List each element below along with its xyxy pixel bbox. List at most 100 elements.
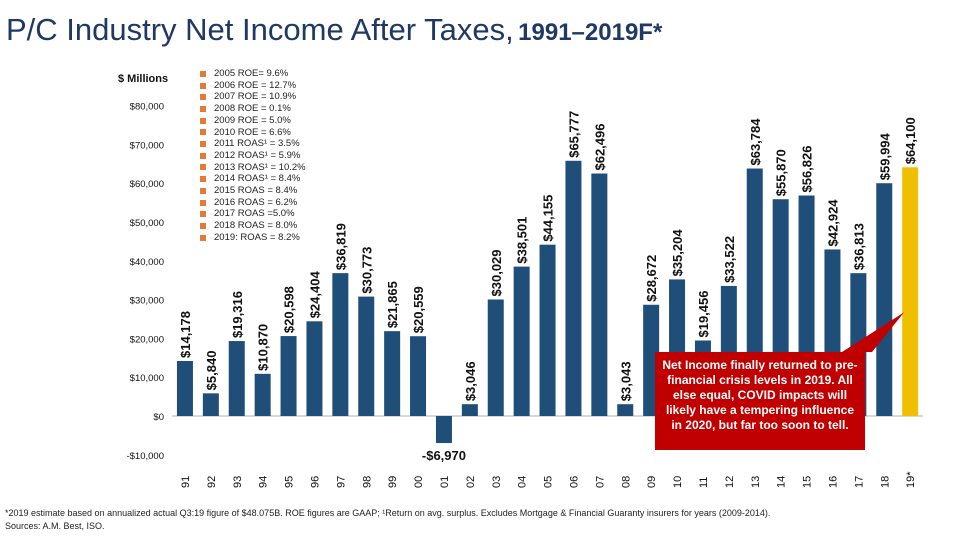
legend-item-label: 2014 ROAS¹ = 8.4%: [214, 173, 301, 185]
bar-92: [202, 393, 219, 416]
value-label: $14,178: [178, 311, 193, 358]
footnote-line-2: Sources: A.M. Best, ISO.: [5, 521, 105, 531]
legend-item: 2008 ROE = 0.1%: [200, 103, 306, 115]
value-label: $36,819: [333, 223, 348, 270]
chart-title: P/C Industry Net Income After Taxes, 199…: [6, 12, 662, 48]
legend-item: 2005 ROE= 9.6%: [200, 68, 306, 80]
x-tick-label: 06: [568, 476, 580, 488]
value-label: $19,316: [230, 291, 245, 338]
y-tick-label: -$10,000: [126, 451, 164, 462]
y-tick-label: $80,000: [130, 102, 164, 113]
value-label: $28,672: [644, 255, 659, 302]
value-label: $44,155: [541, 195, 556, 242]
value-label: $36,813: [851, 223, 866, 270]
x-tick-label: 15: [802, 476, 814, 488]
bar-97: [332, 273, 349, 416]
x-tick-label: 99: [387, 476, 399, 488]
callout-box: Net Income finally returned to pre-finan…: [655, 352, 865, 450]
legend-item: 2018 ROAS = 8.0%: [200, 220, 306, 232]
legend-marker: [200, 211, 206, 218]
legend-item-label: 2015 ROAS = 8.4%: [214, 185, 298, 197]
value-label: $59,994: [877, 132, 892, 180]
legend-item-label: 2017 ROAS =5.0%: [214, 208, 295, 220]
title-sub: 1991–2019F*: [518, 19, 663, 46]
legend-marker: [200, 199, 206, 206]
value-label: $20,559: [411, 286, 426, 333]
legend-item: 2011 ROAS¹ = 3.5%: [200, 138, 306, 150]
legend-item: 2007 ROE = 10.9%: [200, 91, 306, 103]
legend-marker: [200, 94, 206, 101]
y-tick-label: $10,000: [130, 373, 164, 384]
x-tick-label: 94: [258, 476, 270, 488]
bar-95: [280, 336, 297, 416]
roe-legend: 2005 ROE= 9.6% 2006 ROE = 12.7% 2007 ROE =…: [200, 68, 306, 244]
legend-marker: [200, 70, 206, 77]
legend-item-label: 2012 ROAS¹ = 5.9%: [214, 149, 301, 161]
bar-03: [487, 299, 504, 416]
legend-marker: [200, 82, 206, 89]
y-tick-label: $30,000: [130, 296, 164, 307]
title-main: P/C Industry Net Income After Taxes,: [6, 12, 514, 47]
legend-marker: [200, 164, 206, 171]
bar-94: [254, 373, 271, 416]
x-tick-label: 12: [724, 476, 736, 488]
legend-item: 2010 ROE = 6.6%: [200, 127, 306, 139]
value-label: $62,496: [592, 124, 607, 171]
x-tick-label: 08: [620, 476, 632, 488]
legend-item: 2012 ROAS¹ = 5.9%: [200, 150, 306, 162]
legend-item-label: 2018 ROAS = 8.0%: [214, 220, 298, 232]
legend-marker: [200, 105, 206, 112]
legend-marker: [200, 187, 206, 194]
y-tick-label: $70,000: [130, 140, 164, 151]
legend-item: 2016 ROAS = 6.2%: [200, 197, 306, 209]
bar-99: [384, 331, 401, 416]
callout-pointer: [842, 312, 905, 352]
legend-marker: [200, 234, 206, 241]
x-tick-label: 01: [439, 476, 451, 488]
value-label: $65,777: [566, 111, 581, 158]
legend-item-label: 2013 ROAS¹ = 10.2%: [214, 161, 306, 173]
x-tick-label: 17: [853, 476, 865, 488]
bar-04: [513, 266, 530, 416]
x-tick-label: 05: [543, 476, 555, 488]
legend-marker: [200, 176, 206, 183]
footnote-line-1: *2019 estimate based on annualized actua…: [5, 508, 771, 518]
bar-02: [461, 404, 478, 416]
bar-07: [591, 173, 608, 416]
bar-91: [176, 360, 193, 416]
callout-text: Net Income finally returned to pre-finan…: [662, 358, 858, 432]
legend-item: 2017 ROAS =5.0%: [200, 208, 306, 220]
value-label: $21,865: [385, 281, 400, 328]
y-tick-label: $20,000: [130, 334, 164, 345]
legend-item: 2019: ROAS = 8.2%: [200, 232, 306, 244]
bar-01: [435, 416, 452, 444]
legend-item-label: 2016 ROAS = 6.2%: [214, 196, 298, 208]
value-label: $42,924: [825, 199, 840, 247]
legend-item-label: 2019: ROAS = 8.2%: [214, 231, 300, 243]
value-label: $19,456: [696, 291, 711, 338]
x-tick-label: 92: [206, 476, 218, 488]
bar-05: [539, 244, 556, 416]
bar-08: [617, 404, 634, 416]
legend-item: 2009 ROE = 5.0%: [200, 115, 306, 127]
y-tick-label: $60,000: [130, 179, 164, 190]
legend-item-label: 2006 ROE = 12.7%: [214, 79, 297, 91]
legend-item-label: 2011 ROAS¹ = 3.5%: [214, 138, 300, 150]
legend-item-label: 2008 ROE = 0.1%: [214, 103, 291, 115]
x-tick-label: 02: [465, 476, 477, 488]
value-label: $33,522: [722, 236, 737, 283]
x-tick-label: 13: [750, 476, 762, 488]
x-tick-label: 18: [879, 476, 891, 488]
x-tick-label: 97: [335, 476, 347, 488]
value-label: $38,501: [515, 217, 530, 264]
x-tick-label: 00: [413, 476, 425, 488]
value-label: $3,046: [463, 361, 478, 401]
legend-item: 2006 ROE = 12.7%: [200, 80, 306, 92]
x-tick-label: 14: [776, 476, 788, 488]
value-label: $35,204: [670, 229, 685, 277]
legend-item-label: 2009 ROE = 5.0%: [214, 114, 291, 126]
value-label: $10,870: [256, 324, 271, 371]
value-label: $55,870: [774, 149, 789, 196]
legend-item: 2013 ROAS¹ = 10.2%: [200, 162, 306, 174]
